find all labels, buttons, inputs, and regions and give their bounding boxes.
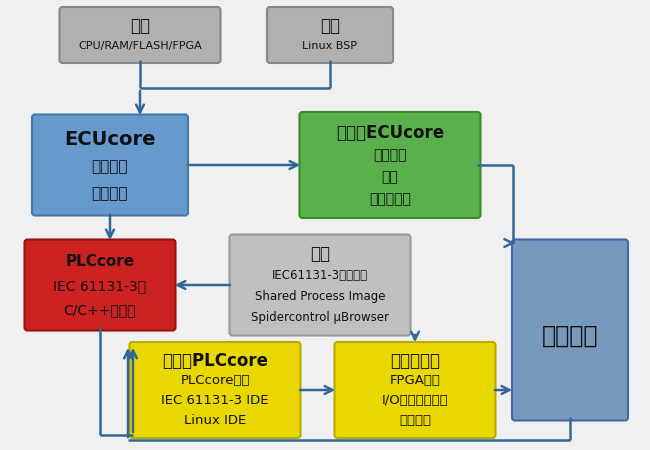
Text: I/O驱动源代码，: I/O驱动源代码， (382, 395, 448, 408)
Text: 软件: 软件 (320, 17, 340, 35)
Text: 开发包ECUcore: 开发包ECUcore (336, 124, 444, 142)
FancyBboxPatch shape (335, 342, 495, 438)
Text: PLCcore模块: PLCcore模块 (180, 374, 250, 387)
Text: IEC 61131-3和: IEC 61131-3和 (53, 279, 146, 293)
Text: 软件: 软件 (310, 245, 330, 263)
Text: CPU/RAM/FLASH/FPGA: CPU/RAM/FLASH/FPGA (78, 41, 202, 51)
Text: Spidercontrol μBrowser: Spidercontrol μBrowser (251, 311, 389, 324)
FancyBboxPatch shape (60, 7, 220, 63)
Text: 基板: 基板 (382, 170, 398, 184)
Text: PLCcore: PLCcore (66, 254, 135, 270)
FancyBboxPatch shape (512, 239, 628, 420)
Text: Shared Process Image: Shared Process Image (255, 290, 385, 303)
Text: ECUcore: ECUcore (64, 130, 156, 148)
FancyBboxPatch shape (229, 234, 411, 336)
Text: IEC 61131-3 IDE: IEC 61131-3 IDE (161, 395, 268, 408)
FancyBboxPatch shape (267, 7, 393, 63)
Text: 即插即用: 即插即用 (92, 159, 128, 174)
FancyBboxPatch shape (129, 342, 300, 438)
Text: IEC61131-3运行时核: IEC61131-3运行时核 (272, 269, 368, 282)
Text: 工程文件: 工程文件 (399, 414, 431, 428)
FancyBboxPatch shape (25, 239, 176, 330)
Text: 开发工具链: 开发工具链 (369, 193, 411, 207)
Text: 核心模块: 核心模块 (373, 148, 407, 162)
Text: 客户应用: 客户应用 (541, 324, 598, 348)
FancyBboxPatch shape (32, 114, 188, 216)
Text: Linux BSP: Linux BSP (302, 41, 358, 51)
Text: 开发包PLCcore: 开发包PLCcore (162, 352, 268, 370)
Text: Linux IDE: Linux IDE (184, 414, 246, 428)
Text: 驱动开发包: 驱动开发包 (390, 352, 440, 370)
Text: 核心模块: 核心模块 (92, 186, 128, 201)
Text: 硬件: 硬件 (130, 17, 150, 35)
FancyBboxPatch shape (300, 112, 480, 218)
Text: C/C++可编程: C/C++可编程 (64, 303, 136, 318)
Text: FPGA源，: FPGA源， (389, 374, 441, 387)
